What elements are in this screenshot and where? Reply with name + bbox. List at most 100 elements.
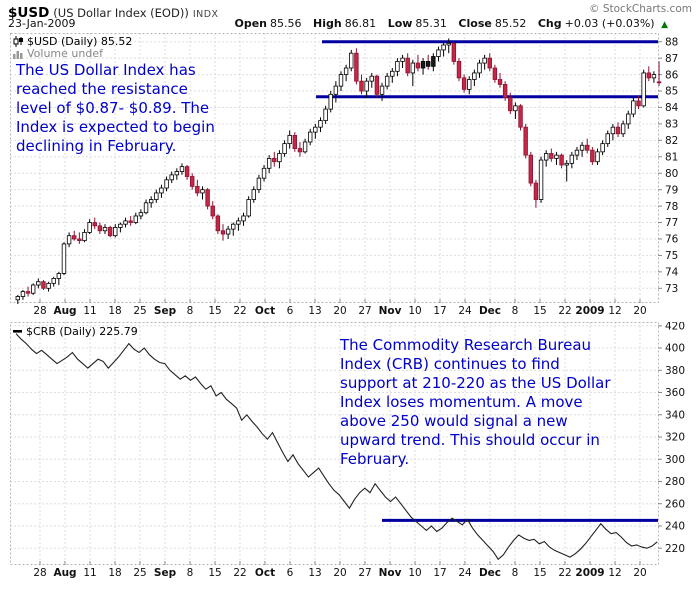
x-axis-label: 6 xyxy=(286,305,294,317)
candle-body xyxy=(313,126,318,133)
change-value: +0.03 (+0.03%) xyxy=(564,17,655,30)
usd-candlestick-chart: 73 74 75 76 77 78 79 80 81 82 83 84 85 86 87 88 xyxy=(10,33,679,305)
x-axis-label: 8 xyxy=(511,305,519,317)
x-axis-label: 22 xyxy=(233,567,247,579)
x-axis-label: 24 xyxy=(458,305,472,317)
ticker-name: (US Dollar Index (EOD)) xyxy=(53,6,189,20)
candle-body xyxy=(46,282,51,289)
candle-body xyxy=(143,202,149,214)
candle-body xyxy=(425,61,431,67)
x-axis-label: 15 xyxy=(208,305,222,317)
y-axis-label: 240 xyxy=(665,521,685,533)
x-axis-label: 20 xyxy=(333,305,347,317)
candle-body xyxy=(148,199,154,204)
candle-body xyxy=(656,81,662,84)
x-axis-label: Aug xyxy=(53,305,77,317)
x-axis-label: 24 xyxy=(458,567,472,579)
x-axis-label: 11 xyxy=(83,567,97,579)
candle-body xyxy=(123,220,128,225)
x-axis-label: Nov xyxy=(378,305,402,317)
y-axis-label: 260 xyxy=(665,498,685,510)
x-axis-label: 6 xyxy=(286,567,294,579)
y-axis-label: 81 xyxy=(665,151,678,163)
candle-body xyxy=(102,227,108,232)
candle-body xyxy=(318,120,323,128)
candle-body xyxy=(195,185,200,194)
x-axis-label: 8 xyxy=(186,567,194,579)
candle-body xyxy=(266,158,272,169)
y-axis-label: 86 xyxy=(665,69,679,81)
y-axis-label: 360 xyxy=(665,387,685,399)
candle-body xyxy=(282,143,287,154)
candle-body xyxy=(287,135,292,145)
candle-body xyxy=(338,74,344,87)
candle-body xyxy=(220,230,226,235)
candle-body xyxy=(30,284,36,294)
candle-body xyxy=(508,97,513,112)
candle-body xyxy=(538,159,544,200)
candle-body xyxy=(133,215,138,223)
candle-body xyxy=(497,79,503,85)
x-axis-label: 27 xyxy=(358,305,372,317)
candle-body xyxy=(138,212,144,217)
volume-legend: Volume undef xyxy=(13,47,103,60)
candle-body xyxy=(154,192,159,200)
candle-body xyxy=(554,154,559,159)
candle-body xyxy=(487,57,492,69)
candle-body xyxy=(379,85,385,95)
candle-body xyxy=(61,243,67,274)
x-axis-label: 12 xyxy=(608,567,622,579)
candle-body xyxy=(415,62,421,69)
open-value: 85.56 xyxy=(270,17,302,30)
candle-body xyxy=(210,205,215,217)
candle-body xyxy=(323,108,328,122)
candle-body xyxy=(518,105,523,128)
candle-body xyxy=(615,126,621,135)
usd-x-axis: 28 Aug 11 18 25 Sep 8 15 22 Oct 6 13 20 27 Nov 10 17 24 De… xyxy=(10,305,686,320)
x-axis-label: 13 xyxy=(308,305,322,317)
candle-body xyxy=(543,153,549,161)
candle-body xyxy=(308,131,313,143)
high-label: High xyxy=(313,17,342,30)
candle-body xyxy=(436,49,441,57)
candle-body xyxy=(82,232,87,242)
copyright-label: © StockCharts.com xyxy=(589,3,692,15)
x-axis-label: Nov xyxy=(378,567,402,579)
x-axis-label: 20 xyxy=(333,567,347,579)
candle-body xyxy=(174,171,180,176)
open-label: Open xyxy=(234,17,267,30)
candle-body xyxy=(297,148,303,153)
header-row-quote: 23-Jan-2009 Open 85.56 High 86.81 Low 85.31… xyxy=(8,17,692,31)
candle-body xyxy=(236,220,241,225)
candle-body xyxy=(66,235,72,245)
candle-body xyxy=(179,166,185,172)
candle-body xyxy=(467,79,472,90)
x-axis-label: 20 xyxy=(633,305,647,317)
candle-body xyxy=(646,72,651,79)
x-axis-label: 10 xyxy=(408,567,422,579)
candle-body xyxy=(626,113,631,125)
x-axis-label: 12 xyxy=(608,305,622,317)
x-axis-label: 17 xyxy=(433,305,447,317)
y-axis-label: 83 xyxy=(665,119,678,131)
x-axis-label: 22 xyxy=(233,305,247,317)
candle-body xyxy=(128,220,133,223)
candle-body xyxy=(15,296,20,301)
x-axis-label: 18 xyxy=(108,567,122,579)
crb-x-axis: 28 Aug 11 18 25 Sep 8 15 22 Oct 6 13 20 27 Nov 10 17 24 De… xyxy=(10,567,686,582)
close-value: 85.52 xyxy=(494,17,527,30)
candle-body xyxy=(595,151,600,163)
candle-body xyxy=(600,143,605,153)
candle-body xyxy=(261,167,267,179)
candle-body xyxy=(41,281,46,289)
x-axis-label: 28 xyxy=(33,567,47,579)
candle-body xyxy=(456,61,462,79)
candle-body xyxy=(492,67,498,80)
usd-annotation-text: The US Dollar Index has reached the resi… xyxy=(16,61,215,155)
y-axis-label: 73 xyxy=(665,283,678,295)
candle-body xyxy=(349,52,354,69)
candlestick-icon xyxy=(13,36,23,47)
quote-strip: Open 85.56 High 86.81 Low 85.31 Close 85.52 … xyxy=(226,17,668,30)
candle-body xyxy=(118,223,123,228)
